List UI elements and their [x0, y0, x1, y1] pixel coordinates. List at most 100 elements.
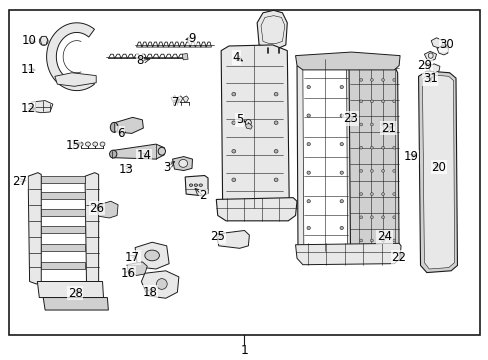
Text: 30: 30	[439, 39, 453, 51]
Ellipse shape	[231, 93, 235, 96]
Ellipse shape	[100, 142, 105, 146]
Ellipse shape	[245, 120, 251, 126]
Ellipse shape	[85, 142, 90, 146]
Text: 17: 17	[125, 251, 140, 264]
Polygon shape	[183, 96, 188, 102]
Ellipse shape	[156, 279, 167, 289]
Ellipse shape	[110, 122, 118, 132]
Text: 12: 12	[20, 102, 36, 115]
Ellipse shape	[392, 100, 395, 103]
Polygon shape	[135, 242, 169, 269]
Polygon shape	[216, 230, 249, 248]
Ellipse shape	[381, 123, 384, 126]
Polygon shape	[97, 201, 118, 218]
Polygon shape	[430, 38, 442, 48]
Text: 11: 11	[20, 63, 36, 76]
Text: 10: 10	[21, 34, 36, 47]
Text: 7: 7	[171, 96, 179, 109]
Ellipse shape	[359, 170, 362, 172]
Polygon shape	[424, 51, 436, 61]
Ellipse shape	[274, 121, 278, 125]
Polygon shape	[172, 157, 192, 171]
Text: 25: 25	[210, 230, 225, 243]
Text: 20: 20	[431, 161, 446, 174]
Polygon shape	[41, 176, 85, 183]
Polygon shape	[43, 298, 108, 310]
Polygon shape	[112, 144, 164, 159]
Ellipse shape	[194, 184, 197, 186]
Text: 16: 16	[121, 267, 136, 280]
Ellipse shape	[189, 184, 192, 186]
Text: 5: 5	[236, 113, 243, 126]
Polygon shape	[31, 100, 53, 113]
Ellipse shape	[306, 85, 310, 89]
Polygon shape	[112, 117, 143, 134]
Ellipse shape	[392, 78, 395, 81]
Ellipse shape	[370, 193, 372, 195]
Text: 19: 19	[403, 150, 418, 163]
Ellipse shape	[158, 147, 165, 155]
Ellipse shape	[370, 123, 372, 126]
Polygon shape	[41, 226, 85, 233]
Polygon shape	[46, 23, 94, 91]
Polygon shape	[295, 52, 399, 70]
Polygon shape	[427, 64, 439, 73]
Ellipse shape	[392, 193, 395, 195]
Ellipse shape	[306, 143, 310, 146]
Polygon shape	[40, 36, 47, 45]
Polygon shape	[245, 123, 252, 129]
Ellipse shape	[306, 171, 310, 174]
Text: 9: 9	[188, 32, 196, 45]
Ellipse shape	[381, 216, 384, 219]
Polygon shape	[37, 282, 103, 298]
Ellipse shape	[339, 199, 343, 203]
Polygon shape	[126, 262, 147, 275]
Polygon shape	[302, 59, 347, 251]
Text: 3: 3	[163, 161, 170, 174]
Ellipse shape	[359, 193, 362, 195]
Ellipse shape	[381, 170, 384, 172]
Polygon shape	[348, 60, 398, 258]
Ellipse shape	[370, 100, 372, 103]
Polygon shape	[41, 209, 85, 216]
Ellipse shape	[109, 150, 117, 158]
Text: 6: 6	[117, 127, 124, 140]
Text: 31: 31	[422, 72, 437, 85]
Polygon shape	[418, 71, 457, 273]
Text: 21: 21	[380, 122, 395, 135]
Polygon shape	[182, 54, 188, 60]
Polygon shape	[257, 10, 287, 48]
Ellipse shape	[274, 149, 278, 153]
Ellipse shape	[339, 143, 343, 146]
Text: 1: 1	[240, 344, 248, 357]
Text: 15: 15	[66, 139, 81, 152]
Ellipse shape	[339, 114, 343, 117]
Ellipse shape	[370, 78, 372, 81]
Ellipse shape	[392, 123, 395, 126]
Polygon shape	[41, 262, 85, 269]
Ellipse shape	[359, 239, 362, 242]
Text: 14: 14	[136, 149, 151, 162]
Ellipse shape	[359, 123, 362, 126]
Ellipse shape	[78, 142, 83, 146]
Ellipse shape	[144, 250, 159, 261]
Text: 26: 26	[89, 202, 104, 215]
Polygon shape	[141, 271, 179, 298]
Polygon shape	[296, 57, 352, 253]
Ellipse shape	[370, 216, 372, 219]
Text: 18: 18	[142, 286, 157, 299]
Ellipse shape	[359, 100, 362, 103]
Text: 2: 2	[199, 189, 206, 202]
Ellipse shape	[359, 78, 362, 81]
Ellipse shape	[381, 100, 384, 103]
Ellipse shape	[370, 146, 372, 149]
Ellipse shape	[306, 114, 310, 117]
Ellipse shape	[306, 226, 310, 230]
Text: 23: 23	[343, 112, 357, 125]
Ellipse shape	[381, 239, 384, 242]
Ellipse shape	[381, 193, 384, 195]
Ellipse shape	[381, 78, 384, 81]
Ellipse shape	[199, 184, 202, 186]
Polygon shape	[171, 96, 177, 102]
Ellipse shape	[392, 216, 395, 219]
